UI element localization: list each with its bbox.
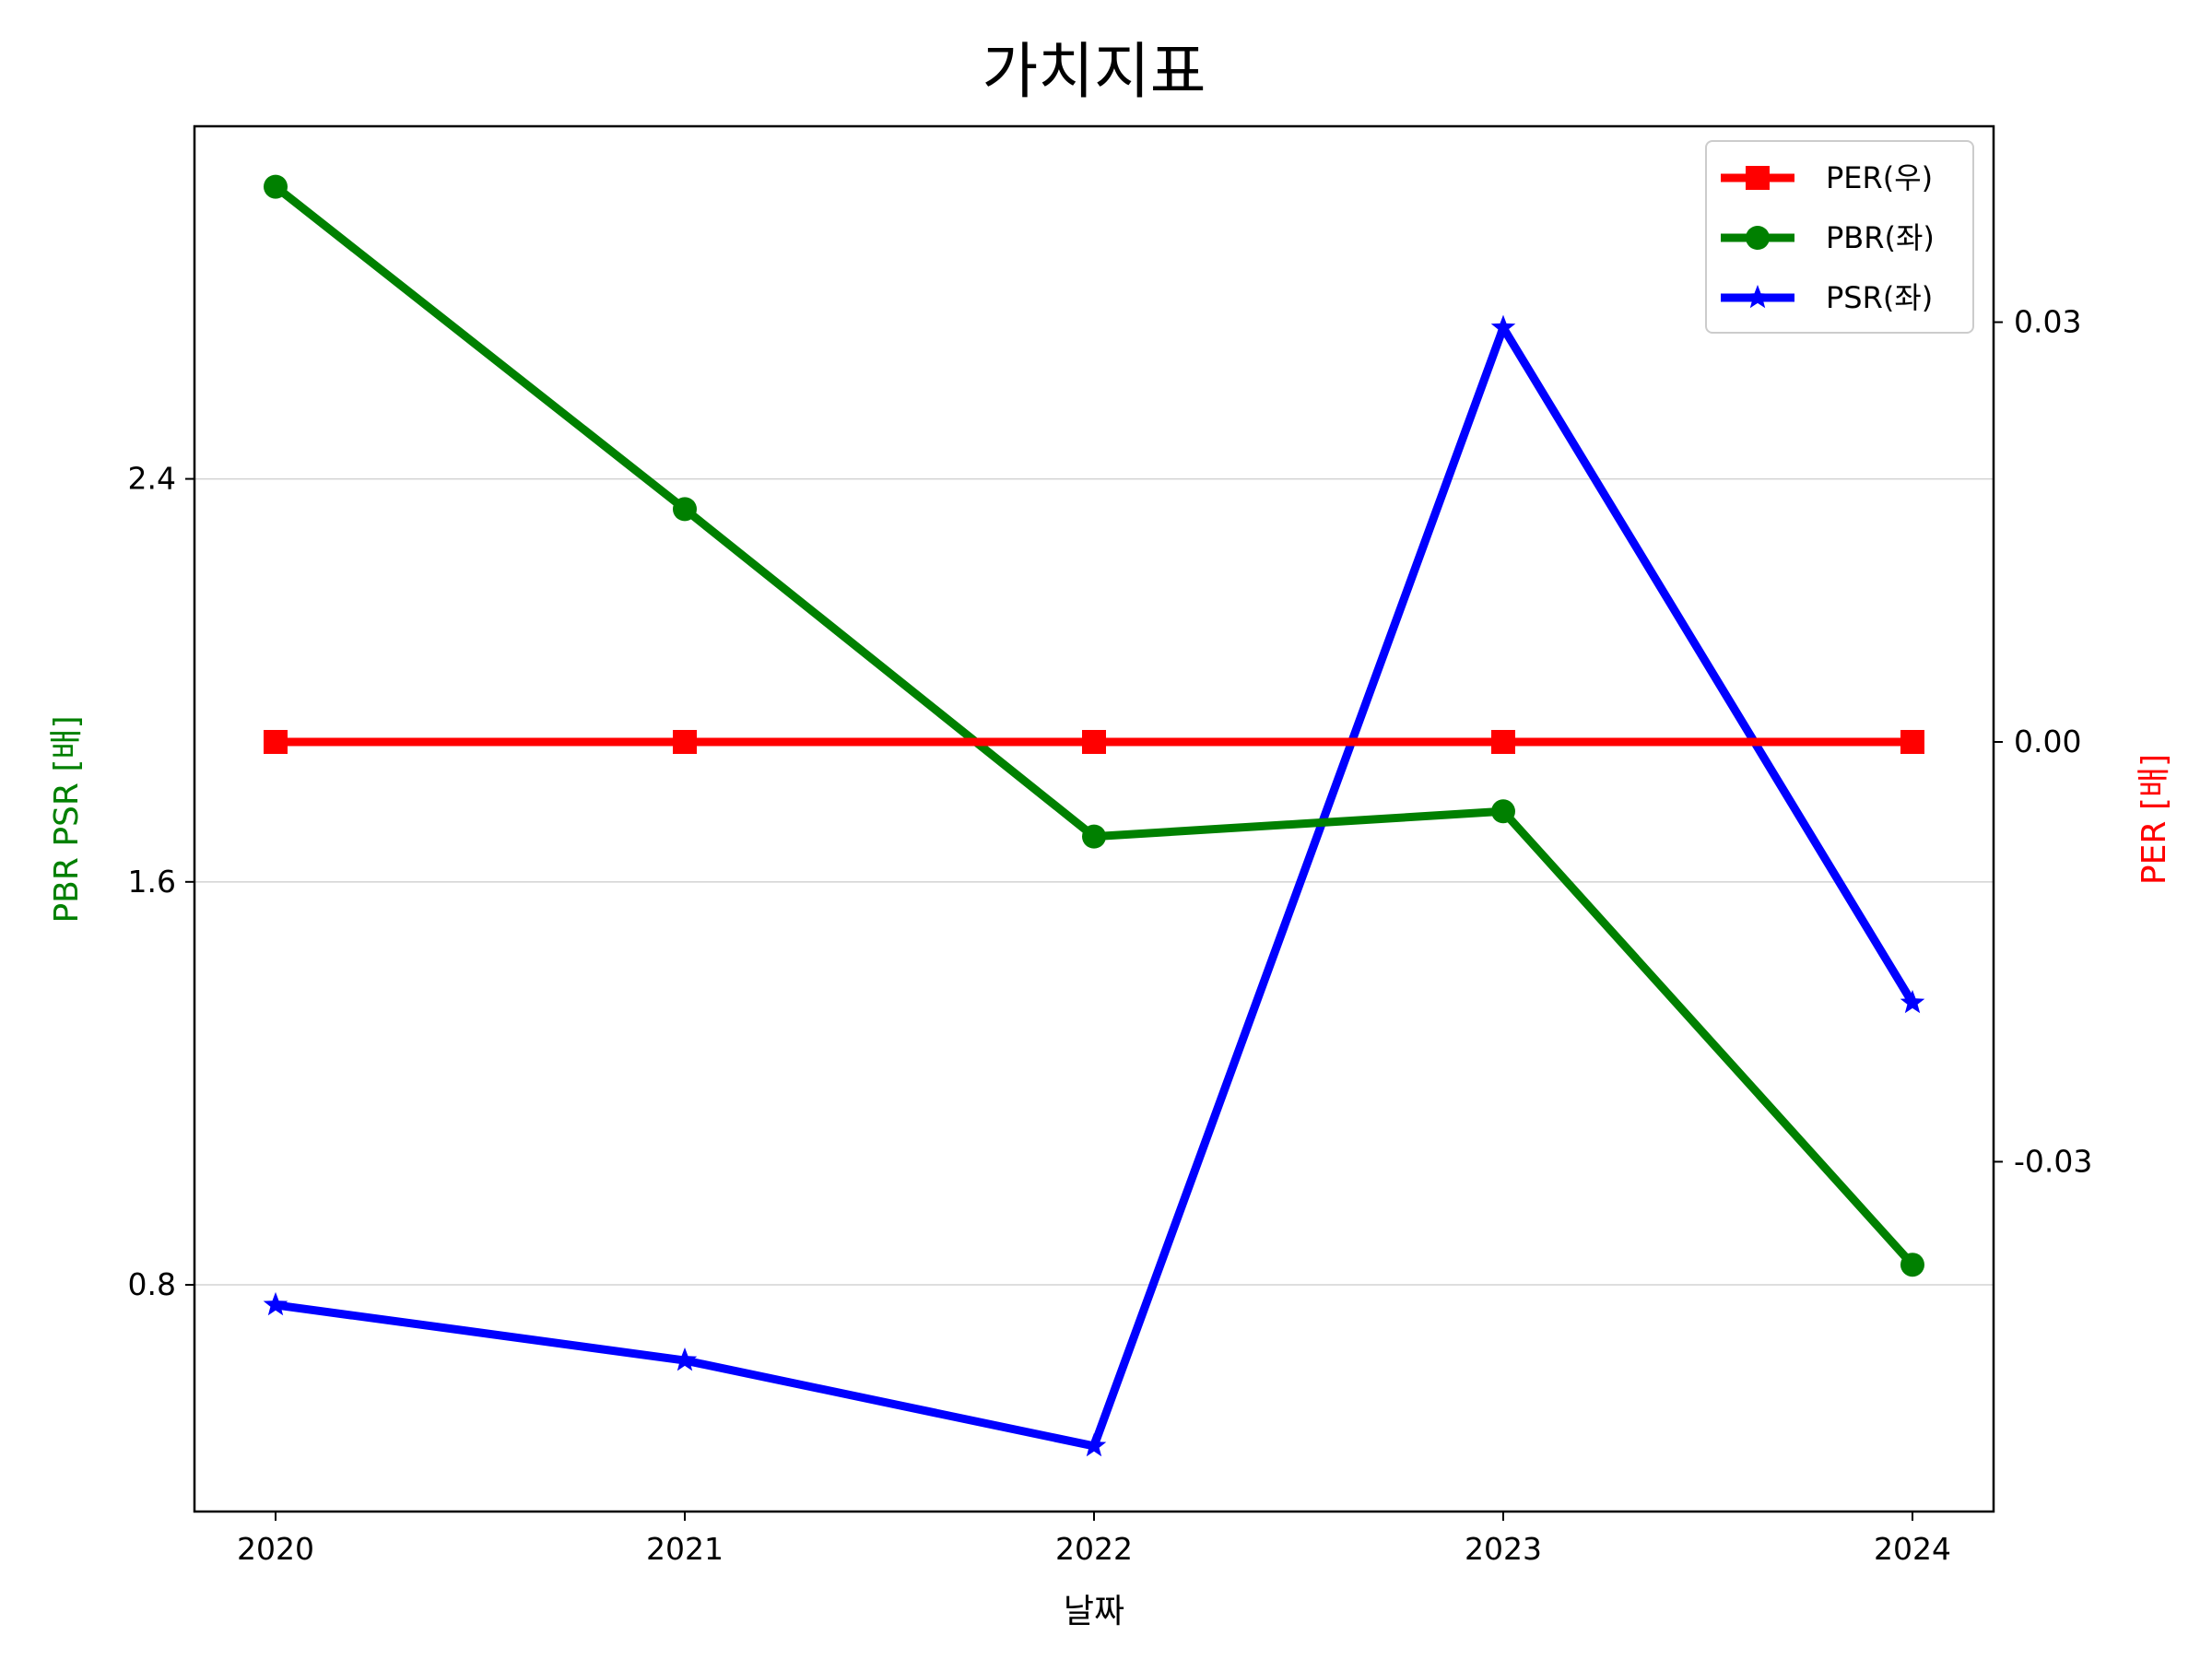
y-right-tick-label-0: -0.03	[2014, 1143, 2092, 1179]
y-left-tick-label-1: 1.6	[128, 864, 176, 900]
y-right-tick-label-1: 0.00	[2014, 724, 2081, 759]
chart-title: 가치지표	[982, 36, 1206, 107]
series-PER(우)	[264, 730, 1924, 754]
x-tick-label-0: 2020	[237, 1531, 314, 1567]
legend-marker-1	[1746, 226, 1770, 250]
legend-label-2: PSR(좌)	[1826, 280, 1933, 315]
series-PBR(좌)	[264, 174, 1924, 1277]
series-2-point-1	[672, 1347, 698, 1371]
series-0-point-2	[1082, 730, 1106, 754]
series-0-point-0	[264, 730, 288, 754]
x-axis-label: 날짜	[1064, 1593, 1124, 1630]
legend: PER(우) PBR(좌) PSR(좌)	[1705, 140, 1974, 334]
series-0-point-1	[673, 730, 697, 754]
y-left-tick-label-2: 2.4	[128, 461, 176, 497]
grid-lines	[194, 477, 1994, 1286]
series-2-point-2	[1081, 1432, 1107, 1457]
series-1-point-0	[264, 174, 288, 199]
axes: 0.8 1.6 2.4 -0.03 0.00 0.03 2020 2021 2022 2023 20…	[128, 304, 2093, 1567]
legend-marker-2	[1745, 285, 1771, 309]
series-1-point-3	[1491, 799, 1515, 824]
series-2-point-0	[263, 1291, 288, 1316]
legend-label-0: PER(우)	[1826, 160, 1933, 195]
series-2-point-4	[1900, 990, 1925, 1014]
x-tick-label-1: 2021	[646, 1531, 724, 1567]
y-axis-right-label: PER [배]	[2136, 754, 2173, 885]
series-layer	[263, 174, 1925, 1457]
y-left-tick-label-0: 0.8	[128, 1266, 176, 1302]
x-tick-label-3: 2023	[1465, 1531, 1542, 1567]
y-axis-left-label: PBR PSR [배]	[48, 715, 86, 923]
legend-marker-0	[1746, 166, 1770, 190]
x-tick-label-2: 2022	[1055, 1531, 1133, 1567]
series-1-point-4	[1900, 1253, 1924, 1277]
y-right-tick-label-2: 0.03	[2014, 304, 2081, 340]
x-tick-label-4: 2024	[1874, 1531, 1951, 1567]
series-0-point-3	[1491, 730, 1515, 754]
series-2-point-3	[1490, 314, 1516, 338]
series-1-point-2	[1082, 824, 1106, 849]
legend-label-1: PBR(좌)	[1826, 220, 1935, 255]
series-PSR(좌)	[263, 314, 1925, 1457]
legend-box	[1705, 140, 1974, 334]
series-1-point-1	[673, 497, 697, 522]
series-0-point-4	[1900, 730, 1924, 754]
